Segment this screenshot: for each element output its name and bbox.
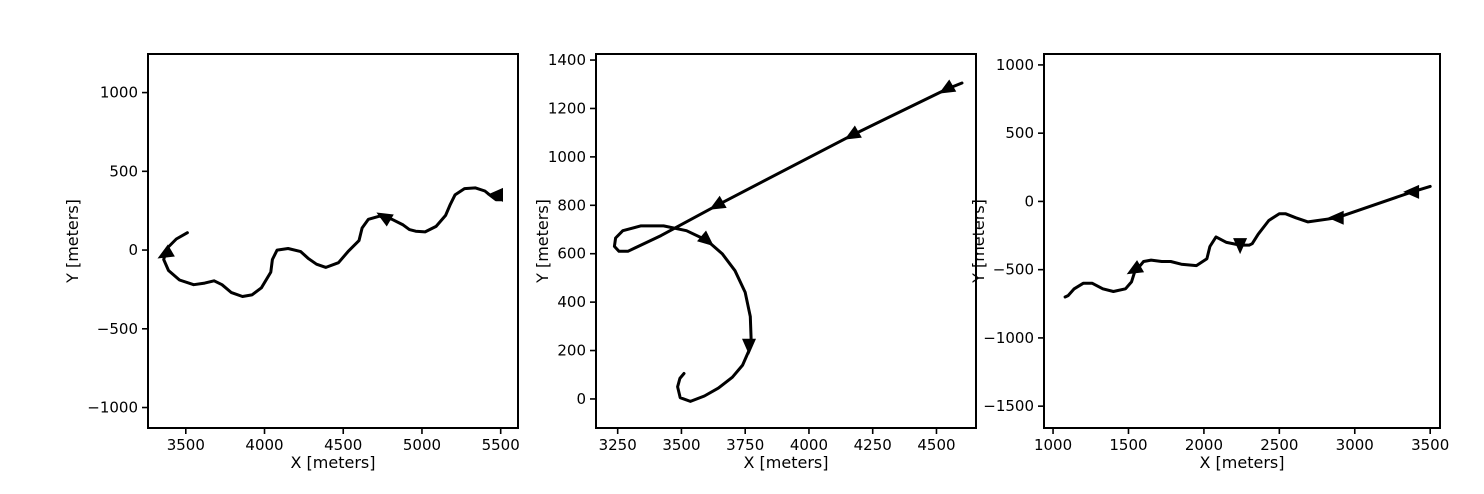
direction-arrow [938,79,957,94]
axes-frame [595,53,977,429]
y-tick-label: 500 [1005,124,1034,142]
x-axis-label: X [meters] [1200,453,1285,472]
x-tick-label: 1000 [1034,436,1072,454]
y-tick-label: 1000 [100,84,138,102]
trajectory-line [162,186,503,298]
direction-arrow [1233,238,1248,255]
y-tick-label: −500 [993,261,1034,279]
y-tick-label: 600 [557,245,586,263]
y-tick-label: 0 [128,241,138,259]
y-tick-label: −1000 [983,329,1034,347]
x-tick-label: 4000 [245,436,283,454]
x-tick-label: 4000 [790,436,828,454]
x-tick-label: 4500 [917,436,955,454]
y-tick-label: 1200 [548,99,586,117]
y-tick-label: 0 [576,390,586,408]
x-tick-label: 3250 [599,436,637,454]
y-tick-label: 1000 [996,56,1034,74]
y-tick-label: −500 [97,320,138,338]
x-tick-label: 4250 [854,436,892,454]
x-tick-label: 2500 [1260,436,1298,454]
y-tick-label: 0 [1024,192,1034,210]
y-tick-label: 400 [557,293,586,311]
y-axis-label: Y [meters] [533,199,552,284]
trajectory-line [612,81,964,403]
direction-arrow [1403,184,1420,199]
x-tick-label: 5500 [482,436,520,454]
x-axis-label: X [meters] [291,453,376,472]
direction-arrow [1327,210,1344,225]
direction-arrow [709,195,727,210]
axes-frame [147,53,519,429]
y-axis-label: Y [meters] [63,199,82,284]
trajectory-line [1063,184,1432,299]
y-tick-label: 1000 [548,148,586,166]
chart-panel-1: 3500 4000 4500 5000 5500 −1000 −500 0 500 1000 X [… [63,53,520,472]
direction-arrow [487,187,503,202]
direction-arrow [844,125,862,140]
x-tick-label: 4500 [324,436,362,454]
y-tick-label: 800 [557,196,586,214]
x-tick-label: 1500 [1109,436,1147,454]
y-tick-label: 1400 [548,51,586,69]
direction-arrow [742,338,756,355]
chart-panel-3: 1000 1500 2000 2500 3000 3500 −1500 −1000 −500 0 5… [969,53,1449,472]
y-tick-label: 200 [557,342,586,360]
x-tick-label: 3000 [1336,436,1374,454]
y-tick-label: 500 [109,162,138,180]
chart-panel-2: 3250 3500 3750 4000 4250 4500 0 200 400 600 800 100… [533,51,977,472]
x-tick-label: 3750 [726,436,764,454]
x-tick-label: 5000 [403,436,441,454]
x-tick-label: 3500 [662,436,700,454]
y-axis-label: Y [meters] [969,199,988,284]
direction-arrow [157,244,175,259]
axes-frame [1043,53,1441,429]
x-tick-label: 3500 [1411,436,1449,454]
direction-arrow [697,230,714,247]
direction-arrow [376,212,394,227]
direction-arrow [1126,260,1145,275]
x-tick-label: 3500 [167,436,205,454]
y-tick-label: −1000 [87,399,138,417]
y-tick-label: −1500 [983,397,1034,415]
x-tick-label: 2000 [1185,436,1223,454]
x-axis-label: X [meters] [744,453,829,472]
